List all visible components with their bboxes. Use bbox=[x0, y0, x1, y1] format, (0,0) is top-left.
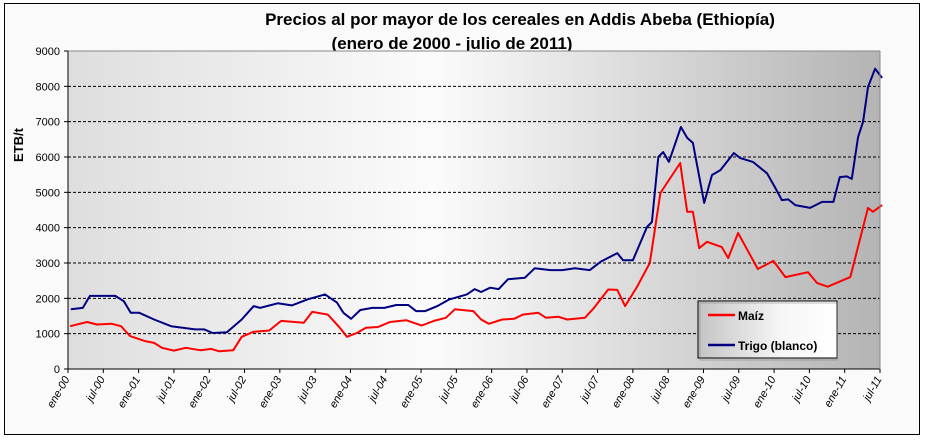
y-axis-label: ETB/t bbox=[11, 127, 26, 162]
y-tick-label: 5000 bbox=[36, 187, 60, 199]
x-tick-label: jul-10 bbox=[789, 374, 814, 406]
x-tick-label: jul-07 bbox=[577, 374, 602, 406]
x-tick-label: ene-01 bbox=[116, 375, 144, 411]
legend: Maíz Trigo (blanco) bbox=[697, 300, 838, 361]
x-tick-label: ene-05 bbox=[398, 374, 426, 410]
x-tick-label: jul-00 bbox=[83, 374, 108, 406]
x-tick-label: jul-06 bbox=[507, 374, 532, 406]
y-tick-label: 1000 bbox=[36, 329, 60, 341]
x-tick-label: jul-09 bbox=[719, 375, 744, 406]
x-tick-label: ene-06 bbox=[469, 374, 497, 410]
chart-title: Precios al por mayor de los cereales en … bbox=[265, 10, 775, 29]
x-tick-label: jul-05 bbox=[436, 374, 461, 406]
y-tick-label: 6000 bbox=[36, 152, 60, 164]
legend-label-trigo: Trigo (blanco) bbox=[738, 339, 817, 353]
x-tick-label: ene-09 bbox=[681, 375, 709, 411]
x-tick-label: ene-11 bbox=[822, 375, 849, 410]
x-tick-label: ene-02 bbox=[186, 375, 214, 411]
y-tick-label: 9000 bbox=[36, 46, 60, 58]
x-tick-label: ene-00 bbox=[45, 374, 73, 410]
y-tick-label: 2000 bbox=[36, 293, 60, 305]
x-tick-label: ene-04 bbox=[328, 375, 356, 411]
x-tick-label: jul-08 bbox=[648, 374, 673, 406]
y-tick-label: 4000 bbox=[36, 223, 60, 235]
series-line-trigo bbox=[70, 67, 883, 334]
x-tick-label: jul-01 bbox=[154, 375, 179, 406]
y-tick-label: 0 bbox=[54, 364, 60, 376]
x-tick-label: ene-07 bbox=[539, 374, 567, 410]
y-tick-label: 3000 bbox=[36, 258, 60, 270]
x-tick-label: jul-11 bbox=[860, 375, 884, 405]
x-tick-label: jul-04 bbox=[365, 375, 390, 406]
x-tick-label: jul-03 bbox=[295, 374, 320, 406]
legend-label-maiz: Maíz bbox=[738, 309, 764, 323]
y-tick-label: 7000 bbox=[36, 117, 60, 129]
x-tick-label: jul-02 bbox=[224, 375, 249, 406]
series-line-maiz bbox=[69, 162, 883, 353]
x-tick-label: ene-03 bbox=[257, 374, 285, 410]
x-tick-label: ene-10 bbox=[751, 374, 779, 410]
y-tick-label: 8000 bbox=[36, 81, 60, 93]
x-tick-label: ene-08 bbox=[610, 374, 638, 410]
legend-box bbox=[697, 300, 838, 359]
chart-subtitle: (enero de 2000 - julio de 2011) bbox=[332, 34, 573, 53]
